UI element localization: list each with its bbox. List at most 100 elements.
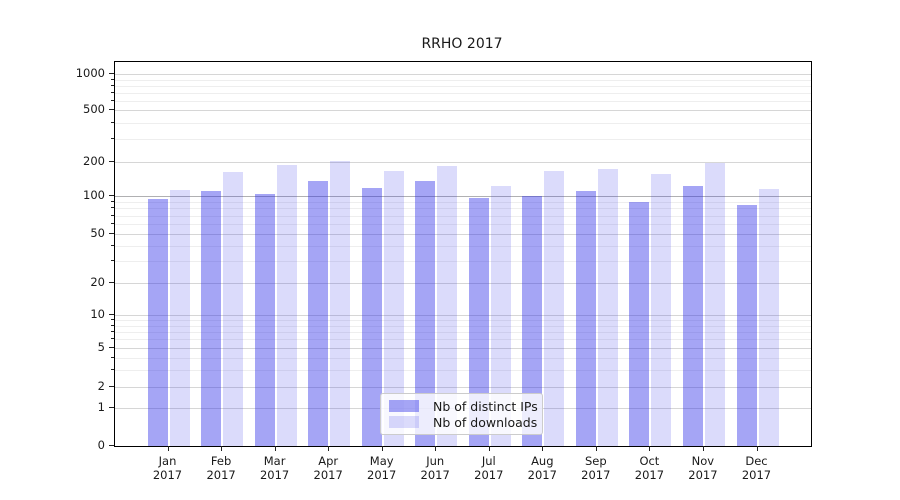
- y-tick-mark: [109, 347, 114, 348]
- y-axis-tick-label: 2: [97, 379, 105, 393]
- grid-line-major: [115, 110, 811, 111]
- x-tick-mark: [328, 446, 330, 451]
- grid-line-major: [115, 74, 811, 75]
- y-axis-tick-label: 1000: [75, 66, 105, 80]
- x-axis-tick-label: Jan 2017: [138, 454, 198, 482]
- y-tick-mark: [109, 407, 114, 408]
- y-tick-mark: [109, 233, 114, 234]
- y-minor-tick-mark: [111, 84, 114, 86]
- bar-downloads: [437, 165, 458, 446]
- grid-line-major: [115, 387, 811, 388]
- bar-distinct-ips: [629, 202, 650, 446]
- bar-distinct-ips: [522, 196, 543, 446]
- y-axis-tick-label: 50: [90, 226, 105, 240]
- x-tick-month: Jun: [426, 454, 445, 468]
- legend-row-ips: Nb of distinct IPs: [389, 399, 538, 414]
- y-minor-tick-mark: [111, 214, 114, 216]
- bar-downloads: [758, 189, 779, 446]
- legend-row-downloads: Nb of downloads: [389, 415, 537, 430]
- y-minor-tick-mark: [111, 331, 114, 332]
- bar-downloads: [704, 162, 725, 446]
- x-axis-tick-label: Feb 2017: [191, 454, 251, 482]
- y-axis-tick-label: 200: [83, 154, 105, 168]
- bar-downloads: [544, 171, 565, 446]
- x-axis-tick-label: Jun 2017: [405, 454, 465, 482]
- y-axis-tick-label: 500: [83, 102, 105, 116]
- x-axis-tick-label: Oct 2017: [619, 454, 679, 482]
- grid-line-major: [115, 162, 811, 163]
- y-minor-tick-mark: [111, 78, 114, 80]
- y-tick-mark: [109, 73, 114, 74]
- x-tick-year: 2017: [367, 468, 397, 482]
- y-minor-tick-mark: [111, 91, 114, 93]
- grid-line-minor: [115, 332, 811, 333]
- x-tick-year: 2017: [152, 468, 183, 482]
- x-tick-year: 2017: [313, 468, 343, 482]
- x-tick-year: 2017: [634, 468, 665, 482]
- y-minor-tick-mark: [111, 138, 114, 139]
- x-axis-tick-label: Nov 2017: [673, 454, 733, 482]
- bar-distinct-ips: [308, 180, 329, 446]
- x-tick-year: 2017: [206, 468, 236, 482]
- x-axis-tick-label: Aug 2017: [512, 454, 572, 482]
- bar-downloads: [276, 164, 297, 446]
- y-axis-tick-label: 1: [97, 400, 105, 414]
- y-minor-tick-mark: [111, 200, 114, 202]
- x-tick-month: Dec: [745, 454, 768, 468]
- bar-downloads: [597, 169, 618, 446]
- x-axis-tick-label: Jul 2017: [459, 454, 519, 482]
- plot-area: [114, 61, 812, 447]
- x-tick-mark: [381, 446, 383, 451]
- y-minor-tick-mark: [111, 368, 114, 370]
- bar-distinct-ips: [575, 191, 596, 446]
- x-tick-month: Jan: [158, 454, 177, 468]
- grid-line-minor: [115, 261, 811, 263]
- x-axis-tick-label: Mar 2017: [245, 454, 305, 482]
- grid-line-emphasis-100: [115, 196, 811, 197]
- grid-line-major: [115, 283, 811, 284]
- x-tick-month: Sep: [584, 454, 607, 468]
- x-tick-mark: [167, 446, 169, 451]
- y-minor-tick-mark: [111, 260, 114, 262]
- x-tick-month: May: [369, 454, 394, 468]
- x-tick-mark: [542, 446, 544, 451]
- legend-swatch-distinct-ips: [389, 400, 419, 412]
- grid-line-minor: [115, 208, 811, 210]
- y-tick-mark: [109, 109, 114, 110]
- x-tick-mark: [435, 446, 437, 451]
- grid-line-minor: [115, 224, 811, 225]
- x-tick-year: 2017: [259, 468, 290, 482]
- bar-downloads: [383, 171, 404, 446]
- grid-line-minor: [115, 92, 811, 94]
- bar-distinct-ips: [468, 197, 489, 446]
- y-tick-mark: [109, 314, 114, 315]
- y-tick-mark: [109, 161, 114, 162]
- grid-line-minor: [115, 215, 811, 217]
- bar-downloads: [651, 174, 672, 446]
- x-tick-year: 2017: [688, 468, 718, 482]
- x-tick-month: Feb: [210, 454, 232, 468]
- x-tick-year: 2017: [420, 468, 450, 482]
- y-minor-tick-mark: [111, 356, 114, 358]
- x-tick-mark: [221, 446, 223, 451]
- x-axis-tick-label: Sep 2017: [566, 454, 626, 482]
- grid-line-minor: [115, 369, 811, 371]
- grid-line-minor: [115, 79, 811, 81]
- legend-swatch-downloads: [389, 416, 419, 428]
- bar-distinct-ips: [147, 199, 168, 446]
- y-axis-tick-label: 5: [97, 340, 105, 354]
- grid-line-minor: [115, 122, 811, 124]
- bar-downloads: [169, 189, 190, 446]
- y-minor-tick-mark: [111, 223, 114, 224]
- bar-downloads: [490, 185, 511, 446]
- grid-line-minor: [115, 245, 811, 247]
- y-minor-tick-mark: [111, 207, 114, 209]
- y-tick-mark: [109, 445, 114, 446]
- x-tick-month: Mar: [263, 454, 286, 468]
- bar-distinct-ips: [415, 180, 436, 446]
- grid-line-minor: [115, 325, 811, 327]
- grid-line-major: [115, 234, 811, 235]
- x-tick-mark: [595, 446, 597, 451]
- y-axis-tick-label: 10: [90, 307, 105, 321]
- x-axis-tick-label: Apr 2017: [298, 454, 358, 482]
